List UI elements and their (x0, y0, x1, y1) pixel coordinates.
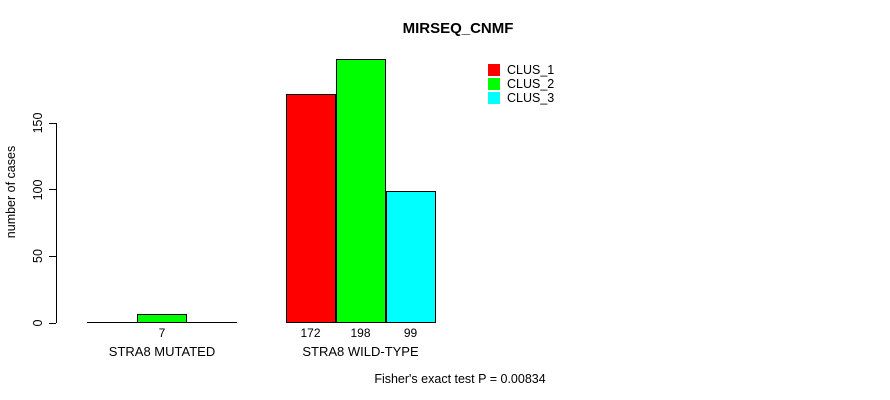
bar-value-label: 7 (158, 326, 166, 340)
legend-entry-clus_2: CLUS_2 (488, 78, 554, 90)
y-axis-line (56, 123, 58, 323)
bar-value-label: 172 (300, 326, 321, 340)
y-axis-tick (49, 255, 56, 257)
legend-label: CLUS_2 (507, 77, 555, 91)
y-axis-tick (49, 189, 56, 191)
y-axis-tick-label: 50 (31, 249, 45, 264)
y-axis-tick (49, 322, 56, 324)
bar-clus_2-group2 (335, 59, 386, 323)
legend-label: CLUS_1 (507, 63, 555, 77)
annotation-text: Fisher's exact test P = 0.00834 (374, 372, 546, 386)
category-label: STRA8 WILD-TYPE (302, 344, 419, 359)
legend-swatch-icon (488, 78, 500, 90)
legend-swatch-icon (488, 92, 500, 104)
legend: CLUS_1 CLUS_2 CLUS_3 (488, 64, 554, 106)
bar-clus_1-group2 (285, 93, 336, 323)
y-axis-tick-label: 100 (31, 179, 45, 201)
bar-value-label: 198 (350, 326, 371, 340)
y-axis-tick-label: 0 (31, 319, 45, 327)
bar-value-label: 99 (403, 326, 418, 340)
bar-clus_3-group2 (385, 191, 436, 323)
legend-entry-clus_3: CLUS_3 (488, 92, 554, 104)
chart-title: MIRSEQ_CNMF (402, 20, 514, 37)
legend-label: CLUS_3 (507, 91, 555, 105)
y-axis-tick-label: 150 (31, 112, 45, 134)
category-label: STRA8 MUTATED (108, 344, 216, 359)
bar-clus_2-group1 (137, 313, 187, 323)
legend-entry-clus_1: CLUS_1 (488, 64, 554, 76)
legend-swatch-icon (488, 64, 500, 76)
y-axis-tick (49, 122, 56, 124)
